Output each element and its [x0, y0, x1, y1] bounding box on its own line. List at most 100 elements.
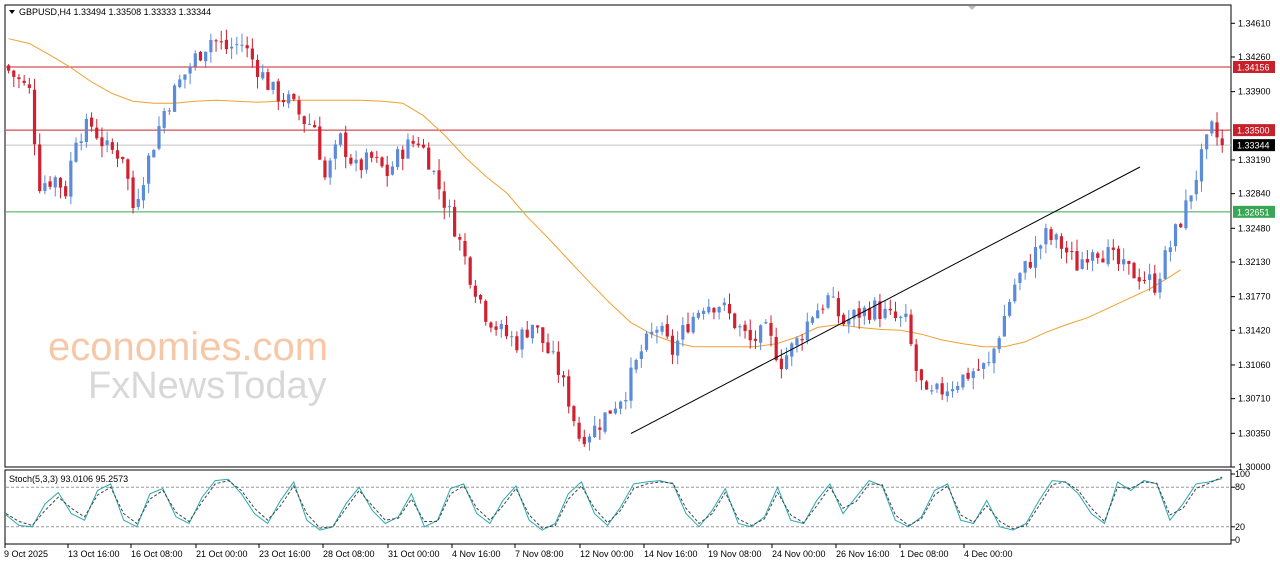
candle-body — [686, 324, 690, 333]
candle-body — [328, 160, 332, 178]
candle-body — [214, 40, 218, 42]
candle-body — [115, 150, 120, 159]
stoch-tick-label: 20 — [1235, 522, 1245, 532]
candle-body — [333, 144, 337, 159]
price-levels — [6, 66, 1231, 213]
candle-body — [930, 390, 934, 392]
candle-body — [1111, 247, 1115, 250]
time-tick-label: 28 Oct 08:00 — [323, 549, 375, 559]
candle-body — [338, 133, 343, 145]
candle-body — [572, 406, 576, 422]
candle-body — [1085, 259, 1089, 263]
candle-body — [701, 310, 706, 315]
time-tick-label: 21 Oct 00:00 — [196, 549, 248, 559]
candle-body — [43, 183, 47, 191]
candle-body — [831, 296, 835, 298]
time-tick-label: 23 Oct 16:00 — [259, 549, 311, 559]
candle-body — [567, 376, 571, 407]
candle-body — [1116, 248, 1121, 265]
price-tick-label: 1.32840 — [1238, 189, 1271, 199]
time-tick-label: 4 Dec 00:00 — [964, 549, 1013, 559]
candle-body — [681, 325, 685, 340]
candle-body — [74, 142, 78, 162]
scroll-marker-icon[interactable] — [968, 6, 976, 10]
collapse-triangle-icon[interactable] — [9, 10, 15, 14]
candle-body — [816, 310, 820, 319]
candle-body — [152, 149, 156, 158]
candle-body — [1142, 280, 1147, 282]
candle-body — [121, 156, 125, 160]
candle-body — [1179, 223, 1183, 228]
candle-body — [473, 285, 477, 297]
candle-body — [1090, 252, 1095, 261]
candle-body — [826, 295, 830, 308]
price-tick-label: 1.34610 — [1238, 18, 1271, 28]
candle-body — [458, 237, 462, 240]
stoch-axis: 100 80 20 0 — [1231, 469, 1250, 545]
candle-body — [940, 383, 944, 395]
candle-body — [442, 191, 446, 208]
candle-body — [224, 39, 229, 50]
symbol-info: GBPUSD,H4 1.33494 1.33508 1.33333 1.3334… — [19, 7, 211, 17]
candle-body — [769, 322, 773, 336]
candle-body — [198, 51, 203, 61]
time-axis: 9 Oct 2025 13 Oct 16:00 16 Oct 08:00 21 Oct… — [4, 544, 1013, 559]
candle-body — [484, 300, 488, 322]
candle-body — [401, 149, 405, 159]
candle-body — [297, 100, 301, 115]
candle-body — [281, 99, 286, 103]
time-tick-label: 7 Nov 08:00 — [515, 549, 564, 559]
time-tick-label: 9 Oct 2025 — [4, 549, 48, 559]
candle-body — [1163, 250, 1167, 279]
time-tick-label: 24 Nov 00:00 — [772, 549, 826, 559]
candle-body — [774, 336, 778, 361]
candle-body — [131, 177, 135, 209]
candle-body — [676, 340, 680, 356]
candle-body — [95, 127, 99, 139]
candle-body — [219, 41, 223, 43]
candle-body — [255, 59, 260, 78]
stoch-tick-label: 80 — [1235, 482, 1245, 492]
candle-body — [1153, 273, 1157, 293]
candle-body — [650, 331, 654, 335]
candle-body — [468, 257, 472, 285]
candle-body — [909, 314, 913, 345]
candle-body — [489, 322, 493, 328]
candle-body — [598, 427, 602, 430]
trendline[interactable] — [630, 166, 1141, 434]
candle-body — [935, 383, 939, 390]
time-tick-label: 1 Dec 08:00 — [900, 549, 949, 559]
candle-body — [696, 312, 700, 318]
price-tick-label: 1.33190 — [1238, 155, 1271, 165]
candle-body — [919, 369, 924, 381]
stoch-signal-line — [5, 476, 1223, 530]
candle-body — [759, 325, 763, 343]
price-tick-label: 1.32130 — [1238, 257, 1271, 267]
candle-body — [463, 241, 467, 257]
candle-body — [945, 391, 949, 397]
candle-body — [427, 147, 431, 170]
candle-body — [193, 53, 197, 67]
candle-body — [344, 132, 348, 158]
candle-body — [188, 66, 192, 74]
candle-body — [1132, 262, 1136, 279]
candle-body — [375, 156, 379, 158]
time-tick-label: 4 Nov 16:00 — [452, 549, 501, 559]
watermark-economies: economies.com — [48, 325, 328, 369]
candle-body — [17, 77, 21, 80]
candle-body — [1168, 247, 1172, 253]
price-tick-label: 1.34260 — [1238, 52, 1271, 62]
candle-body — [1059, 236, 1064, 249]
candle-body — [510, 336, 514, 338]
candle-body — [1044, 228, 1048, 245]
watermark-fxnewstoday: FxNewsToday — [88, 365, 327, 407]
candle-body — [53, 177, 57, 188]
candle-body — [525, 329, 529, 338]
candle-body — [629, 367, 633, 401]
candle-body — [888, 308, 892, 311]
candle-body — [1205, 134, 1209, 150]
candle-body — [971, 371, 975, 378]
candle-body — [1039, 245, 1043, 249]
candle-body — [530, 324, 535, 339]
price-level-tag-2 — [1233, 139, 1275, 152]
